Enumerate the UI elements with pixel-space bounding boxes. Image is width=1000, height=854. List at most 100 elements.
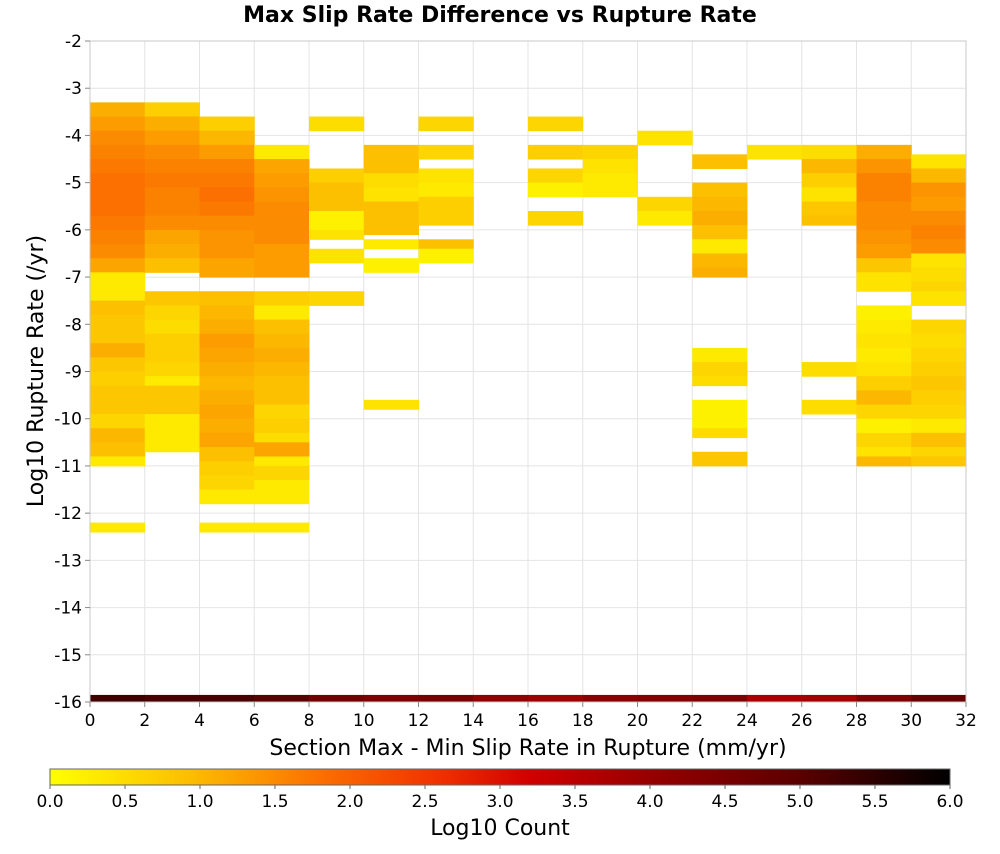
heatmap-cell (692, 196, 748, 212)
heatmap-cell (254, 187, 310, 203)
colorbar-tick-label: 0.5 (111, 792, 138, 812)
x-tick-label: 8 (304, 711, 315, 731)
heatmap-cell (637, 130, 693, 146)
heatmap-cell (582, 182, 638, 198)
y-tick-label: -15 (54, 646, 82, 666)
heatmap-cell (856, 319, 912, 335)
colorbar-tick-label: 5.0 (786, 792, 813, 812)
y-tick-label: -9 (65, 363, 82, 383)
heatmap-cell (637, 210, 693, 226)
y-tick-label: -2 (65, 32, 82, 52)
heatmap-cell (911, 432, 967, 448)
heatmap-cell (199, 229, 255, 245)
heatmap-cell (801, 187, 857, 203)
heatmap-cell-bottom (692, 694, 748, 702)
heatmap-cell (856, 347, 912, 363)
heatmap-cell (199, 362, 255, 377)
heatmap-cell (254, 291, 310, 306)
heatmap-cell (254, 432, 310, 443)
heatmap-cell (856, 432, 912, 448)
heatmap-cell-bottom (747, 694, 803, 702)
heatmap-cell (856, 201, 912, 217)
heatmap-cell (90, 300, 146, 316)
heatmap-cell (911, 333, 967, 349)
y-tick-label: -16 (54, 693, 82, 713)
heatmap-cell (90, 343, 146, 358)
heatmap-cell (309, 116, 365, 132)
heatmap-cell (90, 286, 146, 302)
heatmap-cell (747, 144, 803, 160)
y-tick-label: -13 (54, 551, 82, 571)
heatmap-cell (856, 144, 912, 160)
x-tick-label: 10 (353, 711, 375, 731)
heatmap-cell (363, 201, 419, 217)
heatmap-cell-bottom (144, 694, 200, 702)
heatmap-cell (144, 291, 200, 306)
heatmap-cell (363, 159, 419, 174)
heatmap-cell (911, 253, 967, 269)
heatmap-cell (254, 305, 310, 321)
x-tick-label: 24 (736, 711, 758, 731)
heatmap-cell-bottom (911, 694, 967, 702)
y-tick-label: -5 (65, 174, 82, 194)
heatmap-cell (911, 347, 967, 363)
heatmap-cell (692, 210, 748, 226)
heatmap-cell (856, 404, 912, 420)
heatmap-cell (911, 182, 967, 198)
heatmap-cell (582, 144, 638, 160)
heatmap-cell (90, 522, 146, 533)
heatmap-cell (528, 210, 584, 226)
heatmap-cell (90, 314, 146, 330)
heatmap-cell (692, 154, 748, 169)
heatmap-cell (254, 362, 310, 377)
heatmap-cell (90, 428, 146, 443)
heatmap-cell (309, 168, 365, 184)
heatmap-cell (254, 159, 310, 174)
heatmap-cell (856, 187, 912, 203)
heatmap-cell (144, 144, 200, 160)
y-tick-label: -4 (65, 126, 82, 146)
colorbar-tick-label: 4.5 (711, 792, 738, 812)
heatmap-cell (637, 196, 693, 212)
heatmap-cell (90, 272, 146, 288)
x-tick-label: 18 (572, 711, 594, 731)
heatmap-cell (418, 239, 474, 250)
heatmap-cell (309, 291, 365, 306)
heatmap-cell (144, 173, 200, 188)
heatmap-cell (363, 399, 419, 410)
heatmap-cell (90, 130, 146, 146)
heatmap-cell (199, 461, 255, 476)
heatmap-cell (582, 173, 638, 184)
heatmap-cell (144, 187, 200, 203)
x-tick-label: 6 (249, 711, 260, 731)
heatmap-cell (144, 376, 200, 387)
heatmap-cell (144, 428, 200, 443)
heatmap-cell (144, 442, 200, 453)
heatmap-cell (254, 173, 310, 188)
heatmap-cell (911, 447, 967, 457)
colorbar-tick-label: 0.0 (36, 792, 63, 812)
heatmap-cell (199, 130, 255, 146)
heatmap-cell (363, 239, 419, 250)
heatmap-cell (911, 225, 967, 240)
heatmap-cell (692, 362, 748, 377)
y-tick-label: -14 (54, 599, 82, 619)
heatmap-cell (309, 248, 365, 264)
heatmap-cell (254, 144, 310, 160)
heatmap-cell (254, 376, 310, 391)
heatmap-cell (856, 418, 912, 434)
heatmap-cell (199, 116, 255, 132)
heatmap-cell (254, 347, 310, 363)
heatmap-cell (90, 159, 146, 174)
heatmap-cell (199, 291, 255, 306)
heatmap-cell (254, 465, 310, 481)
heatmap-cell-bottom (254, 694, 310, 702)
heatmap-cell (309, 182, 365, 198)
heatmap-cell (801, 362, 857, 377)
heatmap-cell (254, 404, 310, 420)
heatmap-cell (911, 404, 967, 420)
x-tick-label: 12 (408, 711, 430, 731)
heatmap-cell (199, 475, 255, 491)
heatmap-cell (692, 182, 748, 198)
